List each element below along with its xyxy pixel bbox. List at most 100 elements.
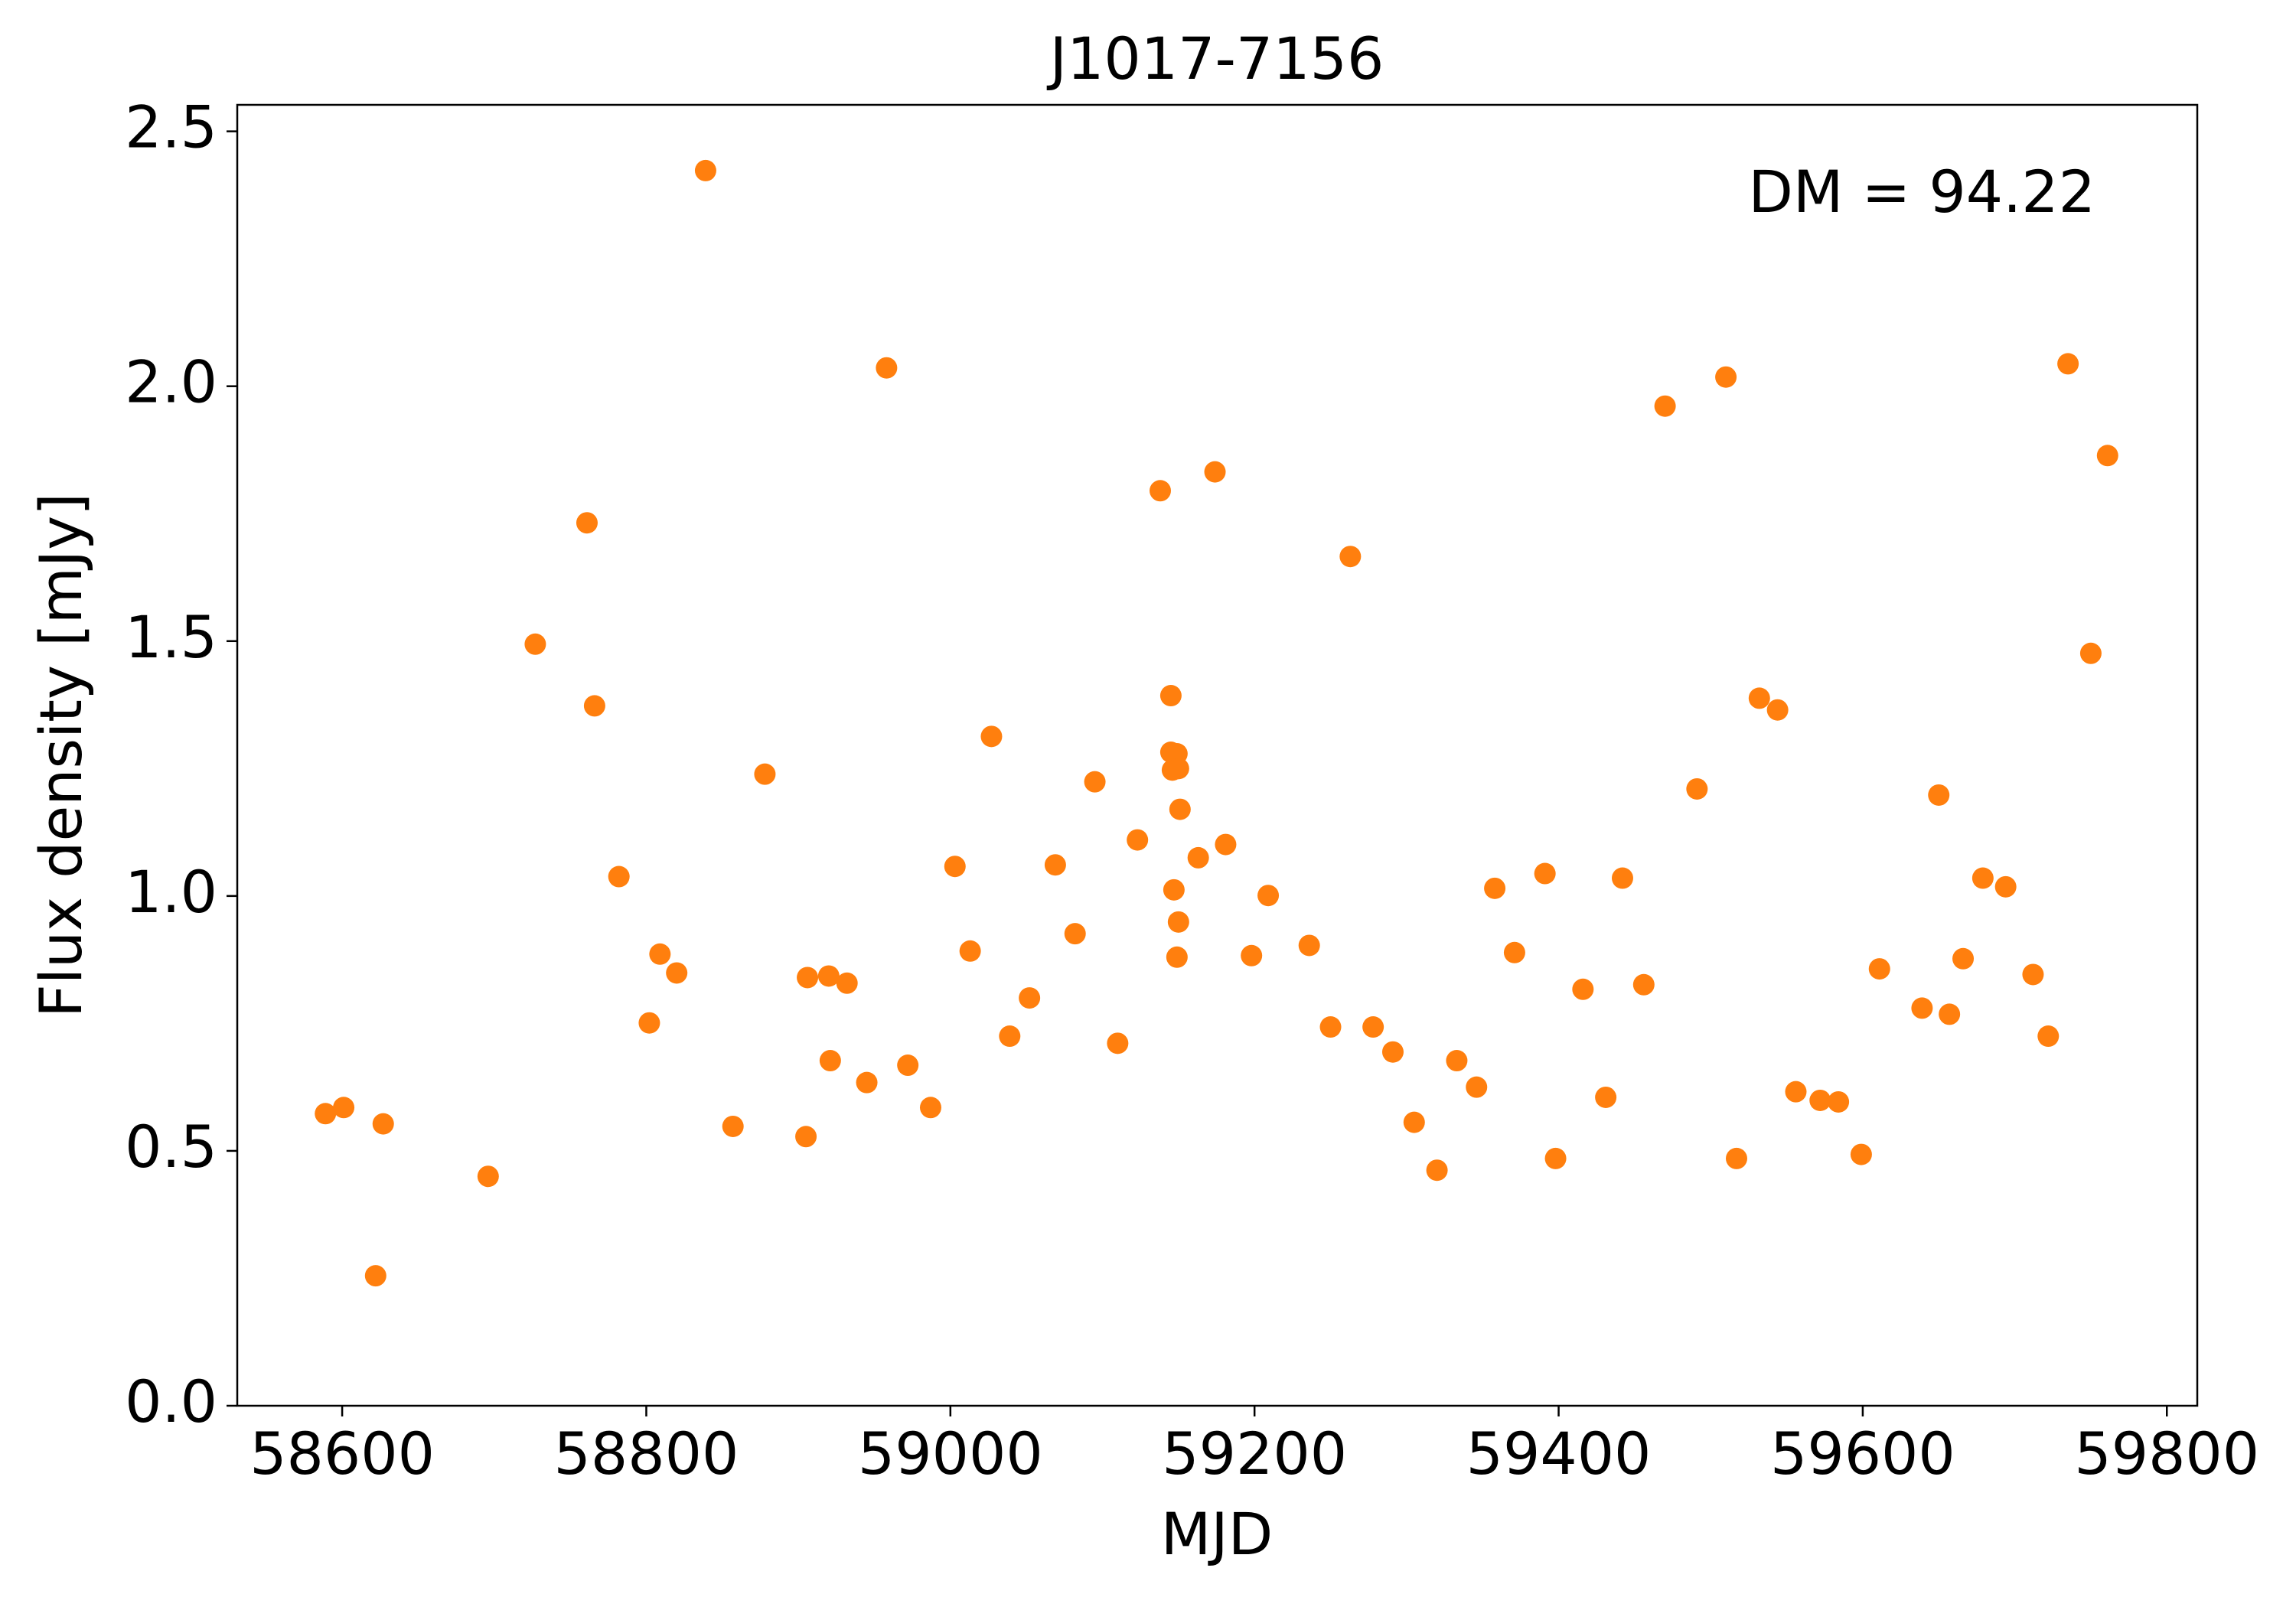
point bbox=[817, 965, 840, 987]
point bbox=[2057, 353, 2079, 375]
point bbox=[1127, 829, 1149, 851]
point bbox=[1971, 867, 1994, 889]
point bbox=[1572, 978, 1594, 1000]
point bbox=[1766, 699, 1789, 721]
point bbox=[1187, 846, 1209, 869]
point bbox=[1298, 934, 1320, 957]
x-tick-label: 59400 bbox=[1466, 1420, 1652, 1488]
point bbox=[1868, 958, 1890, 980]
point bbox=[2079, 642, 2102, 664]
point bbox=[608, 865, 630, 888]
point bbox=[576, 512, 598, 534]
point bbox=[583, 695, 605, 717]
point bbox=[1785, 1081, 1807, 1103]
point bbox=[1952, 947, 1975, 970]
point bbox=[919, 1097, 941, 1119]
point bbox=[1241, 944, 1263, 966]
point bbox=[1084, 771, 1106, 793]
point bbox=[819, 1050, 841, 1072]
point bbox=[897, 1054, 919, 1077]
point bbox=[638, 1012, 660, 1034]
point bbox=[1686, 777, 1708, 800]
y-tick-label: 0.0 bbox=[125, 1367, 217, 1436]
point bbox=[1044, 854, 1066, 876]
point bbox=[1163, 878, 1185, 901]
point bbox=[1257, 885, 1280, 907]
point bbox=[1544, 1147, 1567, 1169]
point bbox=[1994, 875, 2017, 898]
point bbox=[333, 1097, 355, 1119]
point bbox=[1319, 1016, 1342, 1038]
point bbox=[372, 1113, 394, 1135]
x-tick-label: 59200 bbox=[1162, 1420, 1347, 1488]
point bbox=[1534, 862, 1556, 885]
y-tick-label: 1.5 bbox=[125, 603, 217, 671]
point bbox=[2022, 963, 2044, 986]
point bbox=[1159, 685, 1182, 707]
point bbox=[1167, 758, 1189, 780]
x-tick-label: 58600 bbox=[249, 1420, 435, 1488]
y-tick-label: 1.0 bbox=[125, 858, 217, 926]
point bbox=[1939, 1003, 1961, 1025]
point bbox=[1466, 1076, 1488, 1098]
point bbox=[315, 1103, 337, 1125]
point bbox=[1715, 366, 1737, 388]
point bbox=[856, 1071, 878, 1094]
point bbox=[1654, 395, 1676, 417]
point bbox=[1064, 923, 1086, 945]
point bbox=[649, 943, 671, 965]
point bbox=[980, 725, 1003, 748]
point bbox=[1828, 1090, 1850, 1113]
y-axis-label: Flux density [mJy] bbox=[27, 493, 95, 1018]
point bbox=[797, 966, 819, 989]
point bbox=[1850, 1143, 1872, 1165]
y-tick-label: 2.5 bbox=[125, 93, 217, 161]
point bbox=[1167, 911, 1189, 933]
y-tick-label: 2.0 bbox=[125, 348, 217, 416]
point bbox=[1169, 798, 1191, 820]
point bbox=[1149, 480, 1171, 502]
point bbox=[2037, 1025, 2060, 1048]
point bbox=[364, 1265, 386, 1287]
point bbox=[477, 1165, 499, 1188]
point bbox=[1019, 987, 1041, 1009]
point bbox=[1426, 1159, 1448, 1182]
point bbox=[694, 159, 716, 181]
point bbox=[836, 972, 858, 994]
point bbox=[722, 1115, 744, 1137]
point bbox=[666, 962, 688, 984]
plot-frame bbox=[236, 103, 2199, 1407]
point bbox=[1595, 1086, 1617, 1108]
point bbox=[1166, 946, 1188, 968]
point bbox=[1381, 1041, 1404, 1063]
y-tick-label: 0.5 bbox=[125, 1113, 217, 1181]
x-tick-label: 59800 bbox=[2074, 1420, 2259, 1488]
point bbox=[1748, 687, 1770, 709]
x-tick-label: 59000 bbox=[858, 1420, 1043, 1488]
point bbox=[1362, 1016, 1384, 1038]
point bbox=[1215, 833, 1237, 856]
point bbox=[999, 1025, 1021, 1048]
point bbox=[1107, 1032, 1129, 1054]
point bbox=[1446, 1050, 1468, 1072]
point bbox=[1403, 1111, 1425, 1133]
x-axis-label: MJD bbox=[1161, 1500, 1274, 1568]
x-tick-label: 58800 bbox=[554, 1420, 739, 1488]
chart-title: J1017-7156 bbox=[1047, 24, 1384, 93]
point bbox=[1204, 461, 1226, 483]
point bbox=[876, 357, 898, 379]
point bbox=[1611, 867, 1633, 889]
point bbox=[1484, 877, 1506, 899]
point bbox=[959, 940, 981, 962]
point bbox=[754, 763, 776, 785]
point bbox=[1503, 941, 1525, 963]
point bbox=[795, 1126, 817, 1148]
point bbox=[524, 633, 546, 655]
point bbox=[1725, 1147, 1747, 1169]
point bbox=[944, 856, 966, 878]
annotation: DM = 94.22 bbox=[1748, 158, 2095, 226]
x-tick-label: 59600 bbox=[1770, 1420, 1955, 1488]
point bbox=[1339, 546, 1362, 568]
